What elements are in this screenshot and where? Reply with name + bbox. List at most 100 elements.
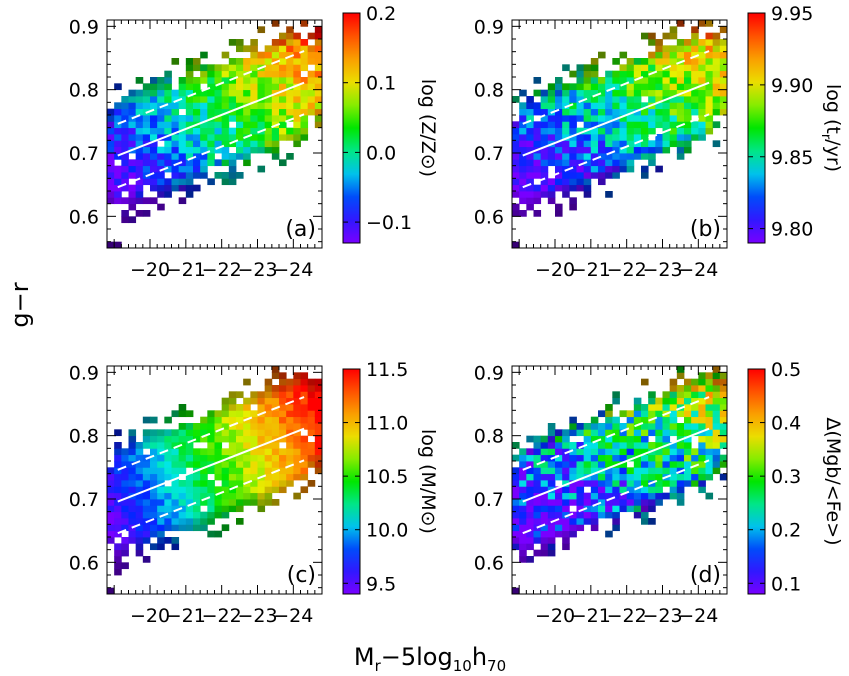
heatmap-cell (555, 102, 563, 110)
heatmap-cell (264, 391, 273, 399)
heatmap-cell (178, 83, 187, 91)
heatmap-cell (583, 442, 592, 449)
heatmap-cell (619, 492, 628, 500)
heatmap-cell (228, 391, 237, 399)
heatmap-cell (583, 146, 592, 154)
heatmap-cell (286, 70, 294, 78)
heatmap-cell (662, 146, 671, 154)
heatmap-cell (142, 178, 151, 186)
heatmap-cell (540, 524, 549, 532)
heatmap-cell (540, 89, 549, 97)
heatmap-cell (228, 473, 237, 481)
heatmap-cell (655, 89, 663, 97)
heatmap-cell (512, 127, 520, 135)
heatmap-cell (207, 410, 215, 418)
heatmap-cell (128, 530, 137, 538)
colorbar (747, 12, 766, 244)
heatmap-cell (519, 121, 527, 129)
heatmap-cell (107, 492, 115, 500)
heatmap-cell (228, 404, 237, 411)
heatmap-cell (712, 39, 721, 46)
heatmap-cell (612, 127, 620, 135)
heatmap-cell (555, 159, 563, 167)
heatmap-cell (605, 448, 613, 456)
heatmap-cell (633, 467, 642, 475)
heatmap-cell (257, 115, 266, 122)
heatmap-cell (641, 64, 649, 72)
heatmap-cell (121, 461, 129, 468)
heatmap-cell (662, 461, 671, 468)
heatmap-cell (178, 146, 187, 154)
heatmap-cell (533, 127, 542, 135)
heatmap-cell (300, 461, 309, 468)
heatmap-cell (164, 518, 172, 525)
heatmap-cell (150, 492, 158, 500)
panel-label: (d) (690, 563, 721, 588)
heatmap-cell (157, 127, 165, 135)
heatmap-cell (300, 435, 309, 443)
heatmap-cell (307, 108, 316, 116)
heatmap-cell (150, 435, 158, 443)
heatmap-cell (107, 191, 115, 198)
heatmap-cell (128, 140, 137, 148)
heatmap-cell (590, 172, 599, 179)
x-tick-label: −24 (273, 259, 313, 281)
heatmap-cell (150, 115, 158, 122)
heatmap-cell (569, 153, 577, 160)
heatmap-cell (293, 51, 301, 59)
heatmap-cell (648, 96, 656, 103)
heatmap-cell (271, 51, 280, 59)
heatmap-cell (142, 115, 151, 122)
heatmap-cell (676, 461, 685, 468)
heatmap-cell (669, 121, 678, 129)
heatmap-cell (691, 39, 699, 46)
heatmap-cell (236, 77, 244, 84)
heatmap-cell (178, 102, 187, 110)
heatmap-cell (314, 378, 323, 386)
heatmap-cell (598, 89, 606, 97)
heatmap-cell (676, 391, 685, 399)
heatmap-cell (626, 165, 635, 173)
heatmap-cell (583, 492, 592, 500)
heatmap-cell (676, 77, 685, 84)
heatmap-cell (185, 178, 194, 186)
heatmap-cell (185, 77, 194, 84)
heatmap-cell (555, 140, 563, 148)
heatmap-cell (142, 416, 151, 424)
heatmap-cell (655, 397, 663, 405)
heatmap-cell (626, 115, 635, 122)
heatmap-cell (264, 89, 273, 97)
heatmap-cell (264, 480, 273, 487)
heatmap-cell (279, 435, 287, 443)
heatmap-cell (533, 159, 542, 167)
heatmap-cell (583, 184, 592, 192)
heatmap-cell (135, 537, 144, 544)
heatmap-cell (655, 499, 663, 506)
heatmap-cell (228, 159, 237, 167)
heatmap-cell (684, 442, 692, 449)
heatmap-cell (655, 108, 663, 116)
heatmap-cell (279, 391, 287, 399)
heatmap-cell (526, 178, 534, 186)
heatmap-cell (121, 467, 129, 475)
heatmap-cell (612, 524, 620, 532)
heatmap-cell (705, 454, 714, 462)
heatmap-cell (619, 448, 628, 456)
heatmap-cell (157, 543, 165, 551)
heatmap-cell (250, 492, 258, 500)
heatmap-cell (171, 410, 180, 418)
heatmap-cell (598, 77, 606, 84)
heatmap-cell (193, 108, 201, 116)
y-tick-label: 0.6 (474, 552, 504, 574)
heatmap-cell (135, 140, 144, 148)
heatmap-cell (526, 480, 534, 487)
heatmap-cell (128, 184, 137, 192)
heatmap-cell (691, 423, 699, 430)
heatmap-cell (300, 467, 309, 475)
heatmap-cell (271, 102, 280, 110)
heatmap-cell (171, 102, 180, 110)
heatmap-cell (598, 178, 606, 186)
heatmap-cell (164, 454, 172, 462)
heatmap-cell (641, 505, 649, 513)
heatmap-cell (583, 153, 592, 160)
